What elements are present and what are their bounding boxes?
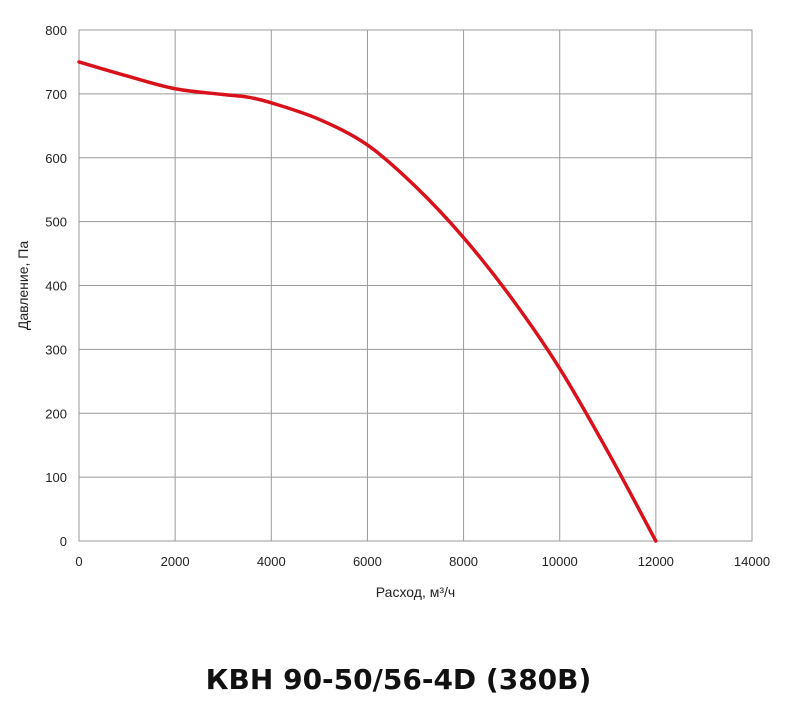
y-tick-label: 300 [45,342,67,357]
x-tick-label: 2000 [161,554,190,569]
x-axis-title: Расход, м³/ч [376,584,455,600]
y-tick-label: 200 [45,406,67,421]
y-tick-label: 0 [60,534,67,549]
y-tick-label: 100 [45,470,67,485]
x-tick-label: 6000 [353,554,382,569]
chart-title: КВН 90-50/56-4D (380В) [205,663,592,696]
plot-border [78,29,753,542]
y-tick-label: 700 [45,87,67,102]
x-tick-label: 14000 [734,554,770,569]
x-tick-label: 8000 [449,554,478,569]
y-axis-title: Давление, Па [15,241,31,331]
y-tick-label: 500 [45,215,67,230]
y-tick-labels: 0 100 200 300 400 500 600 700 800 [45,23,67,549]
x-tick-label: 12000 [638,554,674,569]
series-line [77,60,658,543]
x-tick-label: 10000 [542,554,578,569]
x-tick-labels: 0 2000 4000 6000 8000 10000 12000 14000 [75,554,770,569]
x-tick-label: 4000 [257,554,286,569]
pressure-flow-chart: 0 2000 4000 6000 8000 10000 12000 14000 0 100 200… [15,23,770,600]
grid [79,30,752,541]
series-group [77,60,658,543]
y-tick-label: 400 [45,279,67,294]
y-tick-label: 600 [45,151,67,166]
y-tick-label: 800 [45,23,67,38]
plot-frame [78,29,753,542]
x-tick-label: 0 [75,554,82,569]
